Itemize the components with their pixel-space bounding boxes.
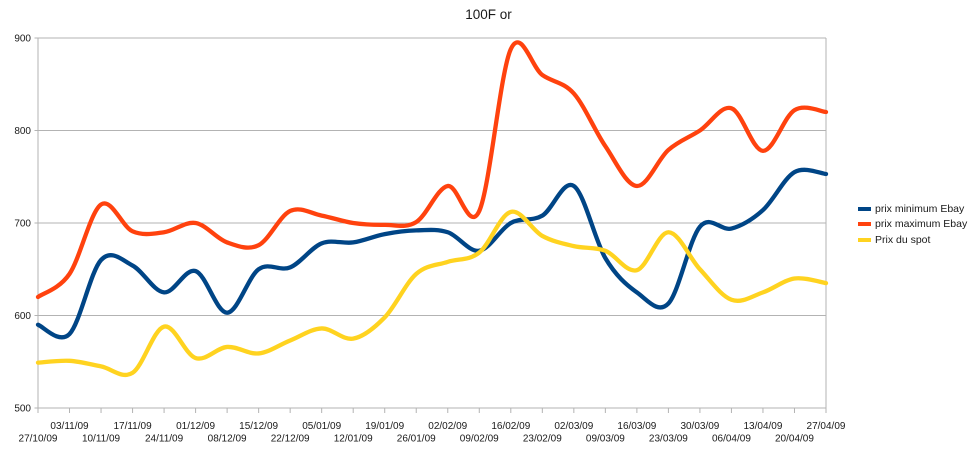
x-axis-label: 26/01/09: [397, 434, 436, 445]
x-axis-label: 06/04/09: [712, 434, 751, 445]
x-axis-label: 23/02/09: [523, 434, 562, 445]
legend-swatch-yellow: [858, 237, 871, 242]
x-axis-label: 17/11/09: [113, 421, 152, 432]
legend-swatch-blue: [858, 206, 871, 211]
x-axis-label: 12/01/09: [334, 434, 373, 445]
series-line-prix-du-spot: [35, 209, 829, 378]
x-axis-label: 27/04/09: [807, 421, 846, 432]
legend-item-prix-du-spot: Prix du spot: [858, 232, 967, 248]
x-axis-label: 10/11/09: [82, 434, 121, 445]
y-axis-label: 500: [14, 404, 31, 415]
x-axis-label: 23/03/09: [649, 434, 688, 445]
x-axis-label: 30/03/09: [680, 421, 719, 432]
series-line-prix-maximum-ebay: [35, 40, 829, 300]
x-axis-label: 08/12/09: [208, 434, 247, 445]
legend-swatch-red: [858, 222, 871, 227]
y-axis-label: 900: [14, 34, 31, 45]
legend-item-prix-minimum-ebay: prix minimum Ebay: [858, 201, 967, 217]
y-axis-label: 800: [14, 126, 31, 137]
x-axis-label: 22/12/09: [271, 434, 310, 445]
x-axis-label: 16/02/09: [491, 421, 530, 432]
x-axis-label: 20/04/09: [775, 434, 814, 445]
x-axis-label: 05/01/09: [302, 421, 341, 432]
y-axis-label: 700: [14, 219, 31, 230]
x-axis-label: 27/10/09: [19, 434, 58, 445]
x-axis-label: 01/12/09: [176, 421, 215, 432]
legend-label-prix-maximum-ebay: prix maximum Ebay: [875, 218, 968, 231]
x-axis-label: 16/03/09: [617, 421, 656, 432]
x-axis-label: 09/03/09: [586, 434, 625, 445]
x-axis-label: 03/11/09: [50, 421, 89, 432]
x-axis-label: 02/02/09: [428, 421, 467, 432]
legend: prix minimum Ebay prix maximum Ebay Prix…: [858, 201, 967, 248]
legend-label-prix-minimum-ebay: prix minimum Ebay: [875, 202, 965, 215]
y-axis-label: 600: [14, 311, 31, 322]
legend-label-prix-du-spot: Prix du spot: [875, 233, 931, 246]
series-line-prix-minimum-ebay: [35, 167, 829, 340]
chart-title: 100F or: [465, 7, 512, 22]
x-axis-label: 02/03/09: [554, 421, 593, 432]
x-axis-label: 19/01/09: [365, 421, 404, 432]
x-axis-label: 24/11/09: [145, 434, 184, 445]
x-axis-label: 15/12/09: [239, 421, 278, 432]
legend-item-prix-maximum-ebay: prix maximum Ebay: [858, 217, 967, 233]
x-axis-label: 09/02/09: [460, 434, 499, 445]
x-axis-label: 13/04/09: [743, 421, 782, 432]
